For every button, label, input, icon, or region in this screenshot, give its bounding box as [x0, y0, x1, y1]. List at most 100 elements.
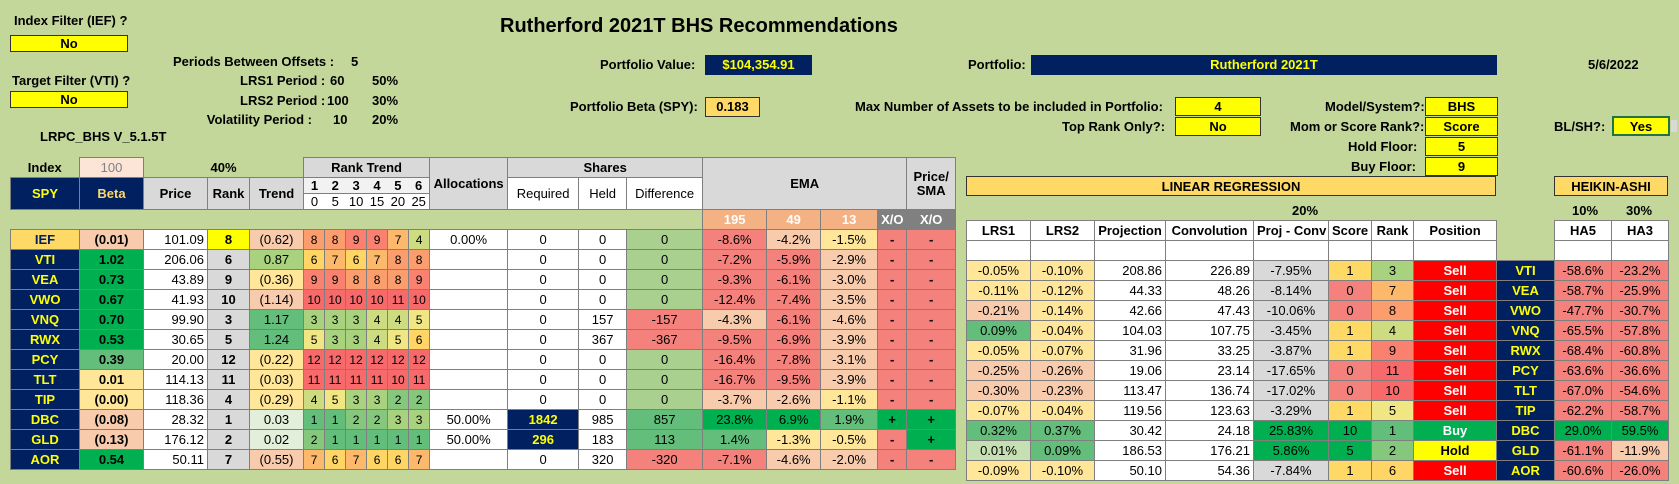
trend-cell: 0.02 — [248, 429, 305, 450]
held-cell[interactable]: 0 — [578, 249, 628, 270]
sma-xo-header: X/O — [906, 209, 957, 230]
proj-conv-header: Proj - Conv — [1253, 220, 1329, 241]
ema-195-cell: 1.4% — [702, 429, 768, 450]
position-cell: Sell — [1413, 260, 1497, 281]
lrs1-cell: -0.05% — [966, 340, 1031, 361]
max-assets-input[interactable]: 4 — [1175, 97, 1261, 116]
held-cell[interactable]: 183 — [578, 429, 628, 450]
ema-49-cell: -7.8% — [766, 349, 822, 370]
ticker-cell: GLD — [10, 429, 80, 450]
volatility-pct[interactable]: 20% — [372, 112, 399, 127]
periods-value[interactable]: 5 — [351, 54, 359, 69]
rank-trend-cell: 8 — [324, 229, 347, 250]
buy-floor-input[interactable]: 9 — [1425, 157, 1498, 176]
lrs1-cell: -0.09% — [966, 460, 1031, 481]
rank-trend-cell: 2 — [345, 409, 368, 430]
proj-conv-cell: -7.95% — [1253, 260, 1329, 281]
mom-input[interactable]: Score — [1425, 117, 1498, 136]
ema-49-cell: -2.6% — [766, 389, 822, 410]
ha5-cell: 29.0% — [1554, 420, 1612, 441]
held-cell[interactable]: 367 — [578, 329, 628, 350]
held-cell[interactable]: 0 — [578, 369, 628, 390]
ha5-cell: -67.0% — [1554, 380, 1612, 401]
lrs2-cell: 0.37% — [1030, 420, 1095, 441]
periods-label: Periods Between Offsets : — [173, 54, 335, 69]
lrs2-pct[interactable]: 30% — [372, 93, 399, 108]
price-cell: 176.12 — [143, 429, 208, 450]
lrs1-value[interactable]: 60 — [330, 73, 345, 88]
ema-13-cell: -3.1% — [820, 349, 879, 370]
position-cell: Buy — [1413, 420, 1497, 441]
rank-trend-cell: 11 — [366, 369, 389, 390]
index-filter-label: Index Filter (IEF) ? — [14, 13, 128, 28]
rank-trend-cell: 6 — [345, 249, 368, 270]
rank-trend-cell: 9 — [324, 269, 347, 290]
ema-xo-cell: - — [877, 349, 908, 370]
lrs1-pct[interactable]: 50% — [372, 73, 399, 88]
hold-floor-input[interactable]: 5 — [1425, 137, 1498, 156]
version-label: LRPC_BHS V_5.1.5T — [40, 129, 167, 144]
blsh-input[interactable]: Yes — [1612, 116, 1670, 136]
convolution-cell: 48.26 — [1165, 280, 1254, 301]
rank-header: Rank — [207, 177, 250, 210]
difference-cell: 0 — [626, 289, 704, 310]
ema-195-cell: -12.4% — [702, 289, 768, 310]
ema-xo-cell: - — [877, 449, 908, 470]
model-input[interactable]: BHS — [1425, 97, 1498, 116]
held-cell[interactable]: 157 — [578, 309, 628, 330]
trend-cell: (1.14) — [248, 289, 305, 310]
date-label: 5/6/2022 — [1588, 57, 1639, 72]
proj-conv-cell: 25.83% — [1253, 420, 1329, 441]
held-cell[interactable]: 320 — [578, 449, 628, 470]
held-cell[interactable]: 0 — [578, 229, 628, 250]
ha-ticker-cell: VEA — [1496, 279, 1555, 301]
lrs1-cell: -0.25% — [966, 360, 1031, 381]
ha5-cell: -58.7% — [1554, 280, 1612, 301]
dropdown-arrow-icon[interactable] — [1671, 120, 1677, 132]
convolution-cell: 33.25 — [1165, 340, 1254, 361]
index-filter-input[interactable]: No — [10, 35, 128, 52]
target-filter-input[interactable]: No — [10, 91, 128, 108]
price-cell: 43.89 — [143, 269, 208, 290]
ha3-cell: -60.8% — [1611, 340, 1669, 361]
ema-195-cell: -16.7% — [702, 369, 768, 390]
rank-trend-cell: 10 — [345, 289, 368, 310]
volatility-value[interactable]: 10 — [333, 112, 348, 127]
proj-conv-cell: -10.06% — [1253, 300, 1329, 321]
index-value[interactable]: 100 — [79, 157, 144, 178]
rank-trend-cell: 6 — [387, 449, 410, 470]
lrs2-value[interactable]: 100 — [327, 93, 349, 108]
linreg-empty-cell — [966, 240, 1031, 261]
proj-conv-cell: -3.29% — [1253, 400, 1329, 421]
held-cell[interactable]: 985 — [578, 409, 628, 430]
ha5-cell: -63.6% — [1554, 360, 1612, 381]
ema-xo-cell: - — [877, 289, 908, 310]
top-rank-input[interactable]: No — [1175, 117, 1261, 136]
allocation-cell — [429, 349, 509, 370]
required-cell: 0 — [507, 289, 580, 310]
rank-trend-cell: 2 — [303, 429, 326, 450]
allocation-cell — [429, 369, 509, 390]
lrs2-header: LRS2 — [1030, 220, 1095, 241]
rank-trend-cell: 10 — [387, 369, 410, 390]
price-cell: 20.00 — [143, 349, 208, 370]
linreg-empty-cell — [1094, 240, 1166, 261]
held-cell[interactable]: 0 — [578, 269, 628, 290]
position-cell: Sell — [1413, 380, 1497, 401]
linreg-empty-cell — [1413, 240, 1497, 261]
trend-cell: (0.03) — [248, 369, 305, 390]
held-cell[interactable]: 0 — [578, 389, 628, 410]
rank-trend-cell: 3 — [303, 309, 326, 330]
ema-13-cell: -2.0% — [820, 449, 879, 470]
ema-13-cell: -3.0% — [820, 269, 879, 290]
linreg-table: LRS1 LRS2 Projection Convolution Proj - … — [966, 220, 1497, 481]
held-cell[interactable]: 0 — [578, 349, 628, 370]
portfolio-name[interactable]: Rutherford 2021T — [1031, 55, 1497, 75]
proj-conv-cell: 5.86% — [1253, 440, 1329, 461]
held-cell[interactable]: 0 — [578, 289, 628, 310]
rank-trend-cell: 3 — [366, 389, 389, 410]
ticker-cell: VEA — [10, 269, 80, 290]
ha3-cell: -23.2% — [1611, 260, 1669, 281]
linreg-empty-cell — [1165, 240, 1254, 261]
